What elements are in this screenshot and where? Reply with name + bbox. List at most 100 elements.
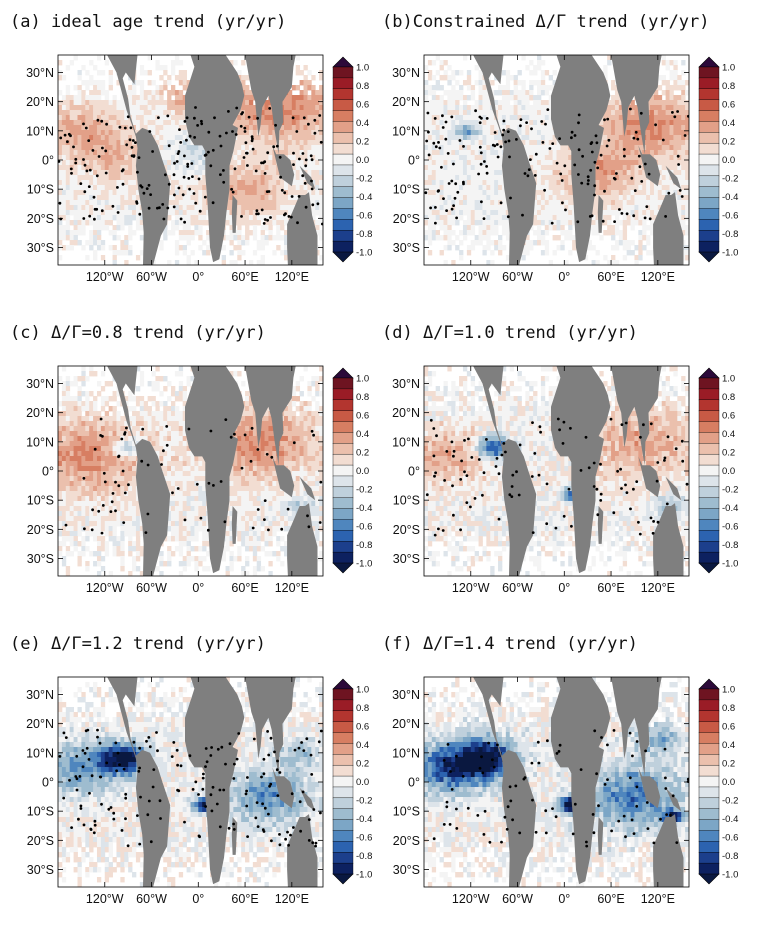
colorbar-top-arrow — [332, 678, 354, 690]
significance-dot — [309, 154, 313, 158]
significance-dot — [482, 833, 486, 836]
significance-dot — [140, 459, 144, 463]
significance-dot — [92, 195, 96, 199]
colorbar-segment — [698, 797, 720, 810]
significance-dot — [297, 195, 301, 198]
colorbar-segment — [332, 77, 354, 90]
significance-dot — [591, 813, 595, 816]
significance-dot — [485, 438, 488, 441]
colorbar: 1.0 0.8 0.6 0.4 0.2 0.0 -0.2 -0.4 -0.6 -0.8 -1.0 — [332, 678, 372, 885]
significance-dot — [240, 215, 243, 218]
colorbar-segment — [698, 377, 720, 390]
colorbar-segment — [332, 819, 354, 831]
significance-dot — [576, 220, 580, 224]
significance-dot — [497, 517, 501, 521]
significance-dot — [128, 138, 132, 142]
colorbar-tick-label: -1.0 — [356, 559, 372, 570]
colorbar-segment — [698, 399, 720, 412]
significance-dot — [201, 776, 205, 780]
significance-dot — [599, 462, 602, 466]
land-mass — [231, 817, 238, 855]
colorbar-segment — [332, 377, 354, 390]
significance-dot — [557, 750, 561, 753]
significance-dot — [432, 837, 436, 841]
colorbar-tick-label: -0.2 — [722, 485, 738, 496]
significance-dot — [656, 461, 660, 464]
significance-dot — [442, 197, 445, 201]
significance-dot — [267, 753, 271, 757]
significance-dot — [183, 154, 186, 158]
colorbar-segment — [332, 230, 354, 242]
y-tick-label: 20°N — [26, 95, 54, 109]
significance-dot — [75, 788, 79, 792]
significance-dot — [291, 116, 295, 120]
x-tick-label: 120°W — [86, 581, 124, 595]
colorbar-tick-label: -0.4 — [356, 192, 372, 203]
x-tick-label: 120°E — [275, 581, 309, 595]
colorbar-segment — [698, 841, 720, 853]
x-tick-label: 60°W — [502, 581, 533, 595]
significance-dot — [321, 222, 323, 226]
significance-dot — [98, 741, 102, 745]
significance-dot — [219, 173, 222, 177]
significance-dot — [617, 819, 621, 823]
colorbar-segment — [698, 230, 720, 242]
significance-dot — [485, 117, 489, 120]
significance-dot — [589, 168, 593, 172]
significance-dot — [624, 421, 628, 425]
significance-dot — [307, 525, 311, 529]
significance-dot — [147, 799, 151, 803]
colorbar-segment — [698, 88, 720, 101]
significance-dot — [263, 518, 266, 521]
significance-dot — [482, 217, 486, 221]
significance-dot — [629, 507, 632, 511]
y-tick-label: 20°N — [26, 717, 54, 731]
significance-dot — [197, 834, 201, 838]
significance-dot — [93, 823, 97, 827]
significance-dot — [311, 841, 315, 845]
colorbar-tick-label: -0.8 — [356, 540, 372, 551]
significance-dot — [204, 765, 207, 768]
significance-dot — [429, 418, 433, 422]
significance-dot — [211, 148, 215, 152]
significance-dot — [540, 120, 544, 123]
land-mass — [185, 366, 245, 574]
significance-dot — [297, 746, 301, 750]
significance-dot — [146, 813, 150, 817]
significance-dot — [462, 145, 465, 148]
significance-dot — [218, 788, 222, 792]
significance-dot — [149, 840, 153, 844]
x-tick-label: 60°W — [136, 270, 167, 284]
significance-dot — [172, 205, 176, 209]
map-field — [58, 55, 323, 265]
significance-dot — [451, 484, 454, 488]
significance-dot — [310, 773, 314, 776]
significance-dot — [569, 426, 572, 430]
colorbar-segment — [332, 153, 354, 166]
significance-dot — [459, 528, 462, 532]
significance-dot — [93, 819, 97, 823]
significance-dot — [222, 169, 225, 172]
panel-title: (d) Δ/Γ=1.0 trend (yr/yr) — [382, 323, 638, 343]
significance-dot — [268, 784, 271, 788]
significance-dot — [240, 466, 244, 470]
significance-dot — [195, 482, 199, 486]
significance-dot — [105, 761, 109, 765]
colorbar-segment — [698, 519, 720, 531]
significance-dot — [666, 435, 670, 439]
colorbar-segment — [698, 732, 720, 744]
significance-dot — [447, 182, 451, 185]
significance-dot — [644, 749, 647, 753]
colorbar-segment — [698, 110, 720, 122]
significance-dot — [433, 117, 437, 120]
significance-dot — [172, 173, 176, 177]
significance-dot — [120, 169, 124, 173]
significance-dot — [663, 747, 667, 751]
significance-dot — [499, 145, 503, 149]
colorbar-tick-label: 0.4 — [356, 740, 369, 751]
land-mass — [665, 476, 682, 501]
significance-dot — [586, 182, 590, 186]
significance-dot — [466, 806, 470, 810]
significance-dot — [546, 739, 549, 743]
colorbar-tick-label: -0.8 — [356, 229, 372, 240]
